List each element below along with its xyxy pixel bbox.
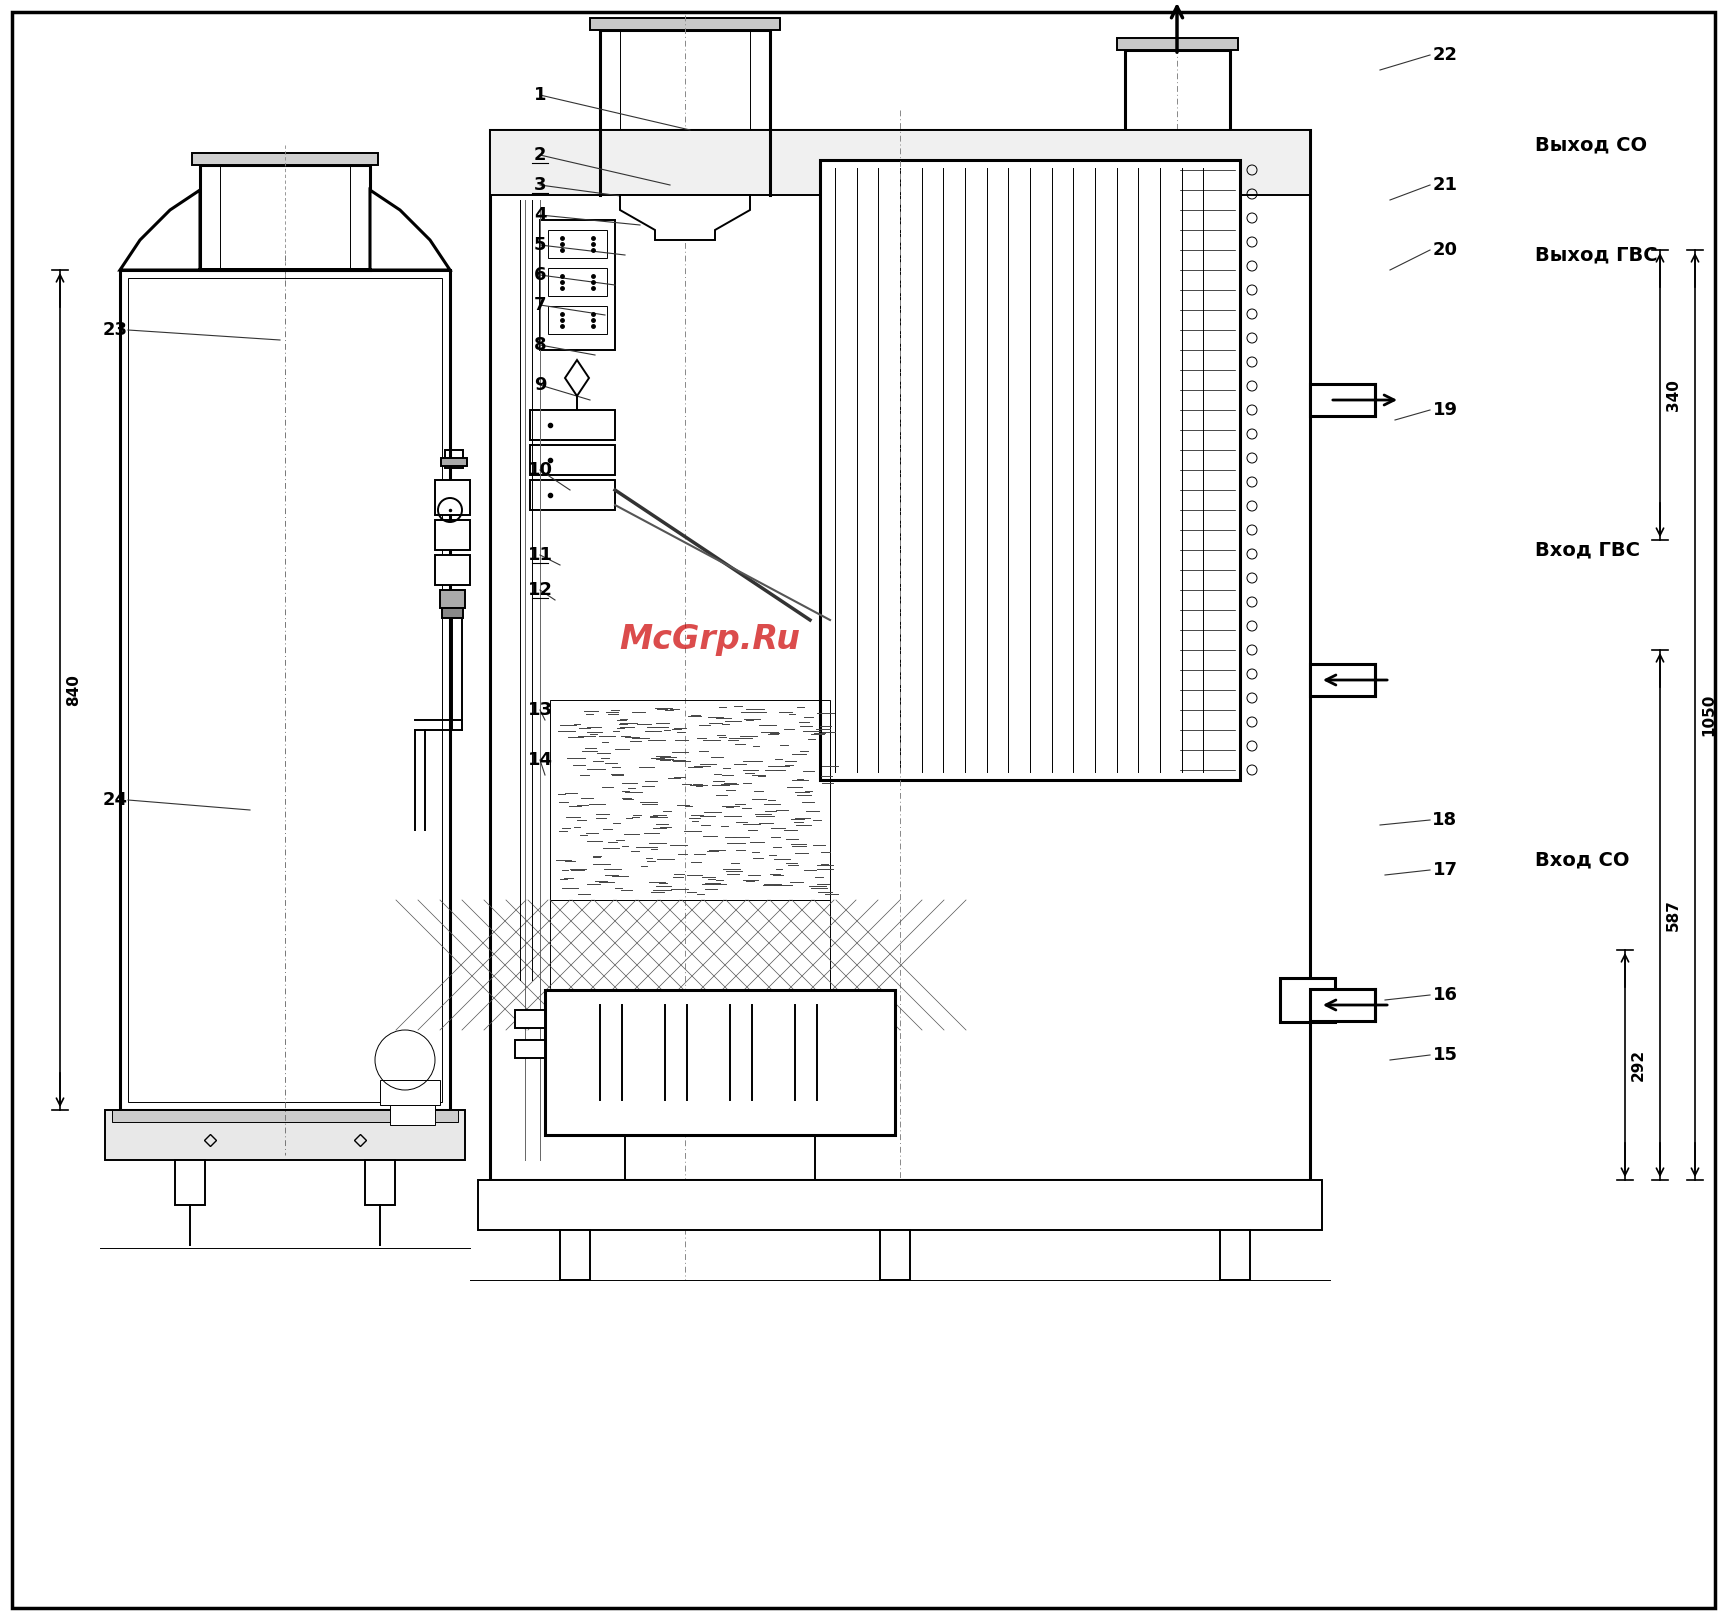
Text: 15: 15 — [1432, 1047, 1458, 1064]
Text: 23: 23 — [102, 321, 128, 339]
Bar — [192, 152, 378, 165]
Bar — [1121, 130, 1235, 180]
Text: 292: 292 — [1630, 1048, 1646, 1081]
Bar — [440, 458, 466, 467]
Bar — [599, 31, 770, 130]
Bar — [530, 480, 615, 510]
Text: 21: 21 — [1432, 177, 1458, 194]
Bar — [128, 279, 442, 1102]
Text: 13: 13 — [527, 701, 553, 719]
Text: 340: 340 — [1667, 379, 1680, 411]
Bar — [820, 160, 1240, 779]
Text: 22: 22 — [1432, 45, 1458, 65]
Text: 4: 4 — [534, 206, 546, 224]
Polygon shape — [119, 190, 451, 271]
Bar — [390, 1105, 435, 1124]
Bar — [446, 450, 463, 468]
Bar — [112, 1110, 458, 1123]
Bar — [591, 18, 781, 31]
Text: 16: 16 — [1432, 987, 1458, 1004]
Bar — [174, 1160, 206, 1205]
Bar — [1124, 50, 1230, 130]
Text: 10: 10 — [527, 462, 553, 480]
Text: 9: 9 — [534, 376, 546, 394]
Bar — [442, 608, 463, 617]
Bar — [364, 1160, 395, 1205]
Bar — [881, 1230, 910, 1280]
Text: 6: 6 — [534, 266, 546, 284]
Text: 19: 19 — [1432, 402, 1458, 420]
Text: Вход СО: Вход СО — [1535, 850, 1630, 870]
Text: 3: 3 — [534, 177, 546, 194]
Bar — [1280, 978, 1335, 1022]
Bar — [1311, 664, 1375, 697]
Text: 5: 5 — [534, 237, 546, 254]
Bar — [1117, 37, 1238, 50]
Bar — [435, 556, 470, 585]
Bar — [200, 165, 370, 271]
Text: 1050: 1050 — [1701, 693, 1717, 735]
Text: 20: 20 — [1432, 241, 1458, 259]
Bar — [547, 230, 606, 258]
Text: Выход СО: Выход СО — [1535, 136, 1648, 154]
Bar — [530, 446, 615, 475]
Bar — [440, 590, 465, 608]
Text: McGrp.Ru: McGrp.Ru — [620, 624, 801, 656]
Text: Вход ГВС: Вход ГВС — [1535, 541, 1641, 559]
Bar — [560, 1230, 591, 1280]
Text: 24: 24 — [102, 791, 128, 808]
Bar — [515, 1009, 546, 1029]
Bar — [435, 520, 470, 551]
Bar — [490, 130, 1311, 194]
Bar — [1311, 384, 1375, 416]
Text: 17: 17 — [1432, 860, 1458, 880]
Text: 840: 840 — [66, 674, 81, 706]
Bar — [119, 271, 451, 1110]
Bar — [380, 1081, 440, 1105]
Text: 18: 18 — [1432, 812, 1458, 829]
Text: Выход ГВС: Выход ГВС — [1535, 246, 1658, 264]
Polygon shape — [620, 194, 750, 240]
Text: 2: 2 — [534, 146, 546, 164]
Bar — [530, 410, 615, 441]
Bar — [105, 1110, 465, 1160]
Bar — [515, 1040, 546, 1058]
Text: 11: 11 — [527, 546, 553, 564]
Text: 587: 587 — [1667, 899, 1680, 931]
Text: 14: 14 — [527, 752, 553, 770]
Text: 12: 12 — [527, 582, 553, 599]
Bar — [547, 306, 606, 334]
Bar — [478, 1179, 1321, 1230]
Bar — [546, 990, 895, 1136]
Bar — [549, 901, 831, 1030]
Text: 1: 1 — [534, 86, 546, 104]
Bar — [490, 130, 1311, 1179]
Bar — [549, 700, 831, 901]
Polygon shape — [565, 360, 589, 395]
Text: 8: 8 — [534, 335, 546, 355]
Bar — [1219, 1230, 1250, 1280]
Bar — [547, 267, 606, 296]
Bar — [541, 220, 615, 350]
Text: 7: 7 — [534, 296, 546, 314]
Bar — [1311, 988, 1375, 1021]
Bar — [435, 480, 470, 515]
